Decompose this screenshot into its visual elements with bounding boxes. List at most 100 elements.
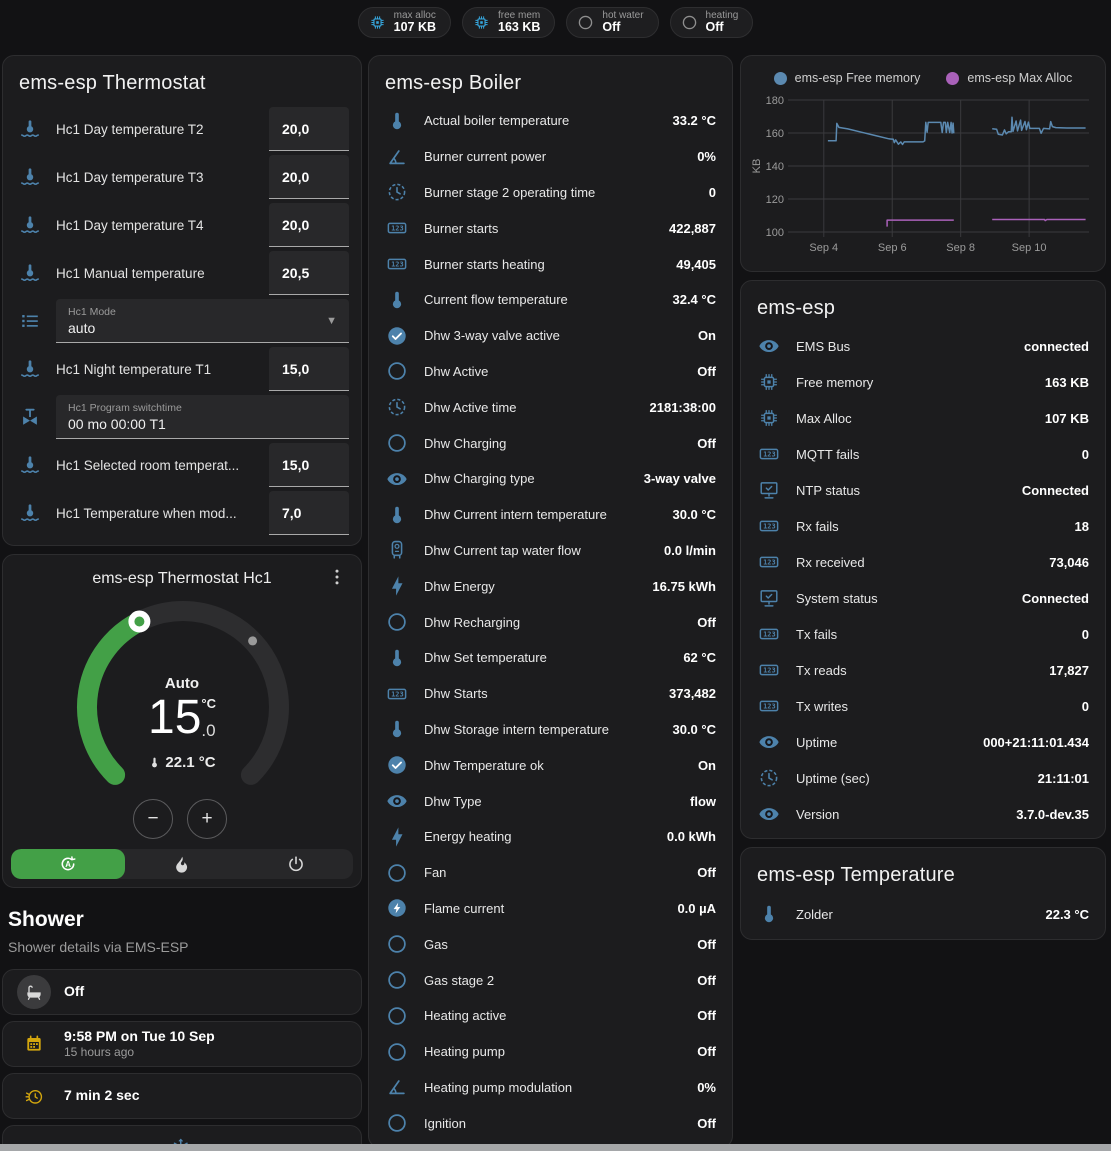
entity-row[interactable]: Heating active Off — [369, 998, 732, 1034]
entity-row[interactable]: Dhw Temperature ok On — [369, 747, 732, 783]
hvac-mode-button[interactable] — [11, 849, 125, 879]
number-input[interactable]: 20,0 — [269, 155, 349, 199]
entity-value: Connected — [1021, 482, 1089, 498]
entity-label: Burner starts — [424, 220, 499, 236]
entity-row[interactable]: Dhw Active time 2181:38:00 — [369, 389, 732, 425]
circle-icon — [577, 14, 594, 31]
hvac-mode-button[interactable] — [239, 849, 353, 879]
card-title: ems-esp Temperature — [757, 864, 955, 886]
svg-text:160: 160 — [766, 128, 784, 140]
entity-row[interactable]: NTP status Connected — [741, 472, 1105, 508]
entity-row[interactable]: Dhw Current intern temperature 30.0 °C — [369, 497, 732, 533]
entity-field[interactable]: Hc1 Program switchtime 00 mo 00:00 T1 — [56, 395, 349, 439]
entity-row[interactable]: Dhw Charging Off — [369, 425, 732, 461]
entity-row[interactable]: MQTT fails 0 — [741, 436, 1105, 472]
entity-row: Hc1 Night temperature T1 15,0 — [13, 345, 351, 393]
temp-decrease-button[interactable]: − — [133, 799, 173, 839]
entity-row[interactable]: Dhw Recharging Off — [369, 604, 732, 640]
entity-row[interactable]: Rx received 73,046 — [741, 544, 1105, 580]
entity-value: On — [697, 328, 716, 344]
entity-row[interactable]: Dhw Storage intern temperature 30.0 °C — [369, 712, 732, 748]
entity-label: Tx writes — [796, 698, 848, 714]
entity-label: Ignition — [424, 1115, 466, 1131]
entity-row[interactable]: Dhw Energy 16.75 kWh — [369, 568, 732, 604]
entity-row[interactable]: Free memory 163 KB — [741, 364, 1105, 400]
number-input[interactable]: 20,0 — [269, 203, 349, 247]
entity-label: Fan — [424, 865, 447, 881]
entity-row[interactable]: Tx reads 17,827 — [741, 652, 1105, 688]
entity-row: Hc1 Manual temperature 20,5 — [13, 249, 351, 297]
entity-row[interactable]: Tx fails 0 — [741, 616, 1105, 652]
entity-row[interactable]: Dhw Set temperature 62 °C — [369, 640, 732, 676]
entity-value: 22.3 °C — [1045, 906, 1089, 922]
entity-row[interactable]: Uptime 000+21:11:01.434 — [741, 724, 1105, 760]
legend-item[interactable]: ems-esp Free memory — [773, 71, 920, 85]
header-chip[interactable]: hot water Off — [566, 7, 659, 38]
entity-row[interactable]: System status Connected — [741, 580, 1105, 616]
entity-row[interactable]: Ignition Off — [369, 1105, 732, 1141]
number-input[interactable]: 20,0 — [269, 107, 349, 151]
number-input[interactable]: 15,0 — [269, 443, 349, 487]
entity-field[interactable]: Hc1 Mode auto ▼ — [56, 299, 349, 343]
shower-entity-card[interactable]: Off — [2, 969, 362, 1015]
entity-row[interactable]: Burner starts 422,887 — [369, 210, 732, 246]
entity-row[interactable]: Rx fails 18 — [741, 508, 1105, 544]
temp-increase-button[interactable]: + — [187, 799, 227, 839]
shower-entity-card[interactable]: 9:58 PM on Tue 10 Sep 15 hours ago — [2, 1021, 362, 1067]
entity-row[interactable]: Heating pump Off — [369, 1034, 732, 1070]
entity-row[interactable]: Dhw Starts 373,482 — [369, 676, 732, 712]
entity-value: 0 — [1081, 698, 1089, 714]
more-options-icon[interactable] — [327, 567, 351, 591]
entity-row[interactable]: Burner stage 2 operating time 0 — [369, 175, 732, 211]
entity-row[interactable]: Actual boiler temperature 33.2 °C — [369, 103, 732, 139]
shower-entity-card[interactable]: 7 min 2 sec — [2, 1073, 362, 1119]
entity-row[interactable]: Energy heating 0.0 kWh — [369, 819, 732, 855]
entity-row[interactable]: Dhw Active Off — [369, 354, 732, 390]
svg-text:Sep 10: Sep 10 — [1012, 242, 1047, 254]
entity-row[interactable]: Dhw Type flow — [369, 783, 732, 819]
dial-current-dot — [248, 636, 258, 646]
header-chip[interactable]: free mem 163 KB — [462, 7, 556, 38]
entity-label: Zolder — [796, 906, 833, 922]
entity-value: 73,046 — [1049, 554, 1089, 570]
entity-row[interactable]: Dhw 3-way valve active On — [369, 318, 732, 354]
entity-label: NTP status — [796, 482, 861, 498]
header-chip[interactable]: max alloc 107 KB — [357, 7, 452, 38]
entity-value: 000+21:11:01.434 — [983, 734, 1089, 750]
thermometer-icon — [148, 756, 161, 769]
chevron-down-icon[interactable]: ▼ — [326, 314, 337, 327]
entity-row[interactable]: Burner starts heating 49,405 — [369, 246, 732, 282]
entity-row[interactable]: Heating pump modulation 0% — [369, 1070, 732, 1106]
chip-label: heating — [705, 10, 739, 22]
field-label: Hc1 Mode — [68, 305, 116, 318]
entity-row[interactable]: Tx writes 0 — [741, 688, 1105, 724]
entity-row[interactable]: Uptime (sec) 21:11:01 — [741, 760, 1105, 796]
number-input[interactable]: 20,5 — [269, 251, 349, 295]
entity-row[interactable]: Gas stage 2 Off — [369, 962, 732, 998]
entity-row[interactable]: Version 3.7.0-dev.35 — [741, 796, 1105, 832]
entity-value: Off — [697, 1008, 716, 1024]
hvac-mode-buttons — [11, 849, 353, 879]
counter-icon — [757, 623, 781, 645]
entity-row[interactable]: Fan Off — [369, 855, 732, 891]
entity-row[interactable]: Zolder 22.3 °C — [741, 895, 1105, 933]
entity-label: Dhw Current intern temperature — [424, 507, 607, 523]
header-chip[interactable]: heating Off — [669, 7, 754, 38]
number-input[interactable]: 7,0 — [269, 491, 349, 535]
entity-row[interactable]: Dhw Current tap water flow 0.0 l/min — [369, 533, 732, 569]
legend-item[interactable]: ems-esp Max Alloc — [946, 71, 1072, 85]
thermo-water-icon — [17, 118, 43, 140]
entity-row[interactable]: Gas Off — [369, 926, 732, 962]
entity-row[interactable]: Current flow temperature 32.4 °C — [369, 282, 732, 318]
entity-row[interactable]: Flame current 0.0 µA — [369, 891, 732, 927]
number-input[interactable]: 15,0 — [269, 347, 349, 391]
entity-row[interactable]: EMS Bus connected — [741, 328, 1105, 364]
thermo-icon — [385, 718, 409, 740]
entity-value: 3-way valve — [643, 471, 716, 487]
flame-icon — [173, 855, 191, 873]
hvac-mode-button[interactable] — [125, 849, 239, 879]
thermostat-dial[interactable] — [53, 595, 313, 827]
entity-row[interactable]: Max Alloc 107 KB — [741, 400, 1105, 436]
entity-row[interactable]: Dhw Charging type 3-way valve — [369, 461, 732, 497]
entity-row[interactable]: Burner current power 0% — [369, 139, 732, 175]
